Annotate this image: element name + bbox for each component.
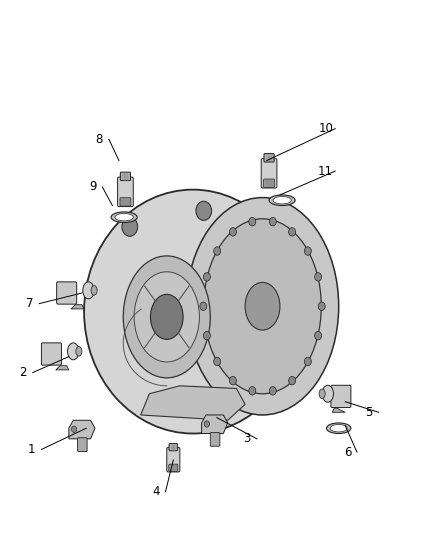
Circle shape (203, 273, 210, 281)
Polygon shape (71, 305, 84, 309)
Text: 7: 7 (26, 297, 33, 310)
Ellipse shape (326, 423, 351, 433)
Circle shape (196, 201, 212, 220)
Circle shape (71, 426, 77, 432)
Circle shape (249, 386, 256, 395)
FancyBboxPatch shape (169, 443, 177, 451)
FancyBboxPatch shape (331, 385, 351, 408)
Circle shape (203, 332, 210, 340)
Ellipse shape (115, 214, 133, 221)
FancyBboxPatch shape (120, 198, 131, 206)
Ellipse shape (245, 282, 280, 330)
Text: 9: 9 (89, 181, 96, 193)
FancyBboxPatch shape (78, 438, 87, 451)
Ellipse shape (91, 286, 97, 295)
Text: 5: 5 (365, 406, 373, 419)
FancyBboxPatch shape (169, 464, 178, 471)
FancyBboxPatch shape (264, 179, 275, 188)
Circle shape (269, 217, 276, 226)
Circle shape (214, 247, 221, 255)
Circle shape (318, 302, 325, 311)
Ellipse shape (84, 190, 302, 433)
Circle shape (314, 332, 321, 340)
FancyBboxPatch shape (120, 172, 131, 181)
Circle shape (289, 228, 296, 236)
FancyBboxPatch shape (261, 158, 277, 188)
FancyBboxPatch shape (210, 432, 220, 446)
Ellipse shape (134, 272, 199, 362)
Circle shape (289, 376, 296, 385)
Circle shape (304, 247, 311, 255)
Polygon shape (141, 386, 245, 420)
Polygon shape (201, 415, 228, 433)
Circle shape (204, 421, 209, 427)
Text: 3: 3 (244, 432, 251, 446)
Ellipse shape (330, 424, 347, 432)
Ellipse shape (322, 385, 333, 402)
Ellipse shape (186, 198, 339, 415)
Circle shape (122, 217, 138, 236)
Polygon shape (332, 408, 345, 413)
FancyBboxPatch shape (42, 343, 61, 365)
Circle shape (269, 386, 276, 395)
Ellipse shape (111, 212, 137, 222)
Circle shape (230, 376, 237, 385)
Text: 1: 1 (28, 443, 35, 456)
Text: 6: 6 (344, 446, 351, 458)
Text: 8: 8 (95, 133, 103, 146)
Text: 2: 2 (19, 366, 27, 379)
Circle shape (214, 357, 221, 366)
Ellipse shape (273, 197, 291, 204)
FancyBboxPatch shape (57, 282, 77, 304)
Circle shape (249, 217, 256, 226)
Polygon shape (69, 420, 95, 439)
Ellipse shape (204, 219, 321, 394)
Text: 4: 4 (152, 486, 159, 498)
Circle shape (304, 357, 311, 366)
Ellipse shape (123, 256, 210, 378)
FancyBboxPatch shape (167, 447, 180, 472)
FancyBboxPatch shape (264, 154, 274, 162)
Ellipse shape (83, 282, 94, 299)
FancyBboxPatch shape (117, 177, 133, 207)
Text: 10: 10 (318, 122, 333, 135)
Ellipse shape (269, 195, 295, 206)
Ellipse shape (150, 294, 183, 340)
Circle shape (200, 302, 207, 311)
Circle shape (230, 228, 237, 236)
Polygon shape (56, 366, 69, 370)
Circle shape (314, 273, 321, 281)
Ellipse shape (76, 346, 82, 356)
Ellipse shape (67, 343, 79, 360)
Ellipse shape (319, 389, 325, 399)
Text: 11: 11 (318, 165, 333, 177)
